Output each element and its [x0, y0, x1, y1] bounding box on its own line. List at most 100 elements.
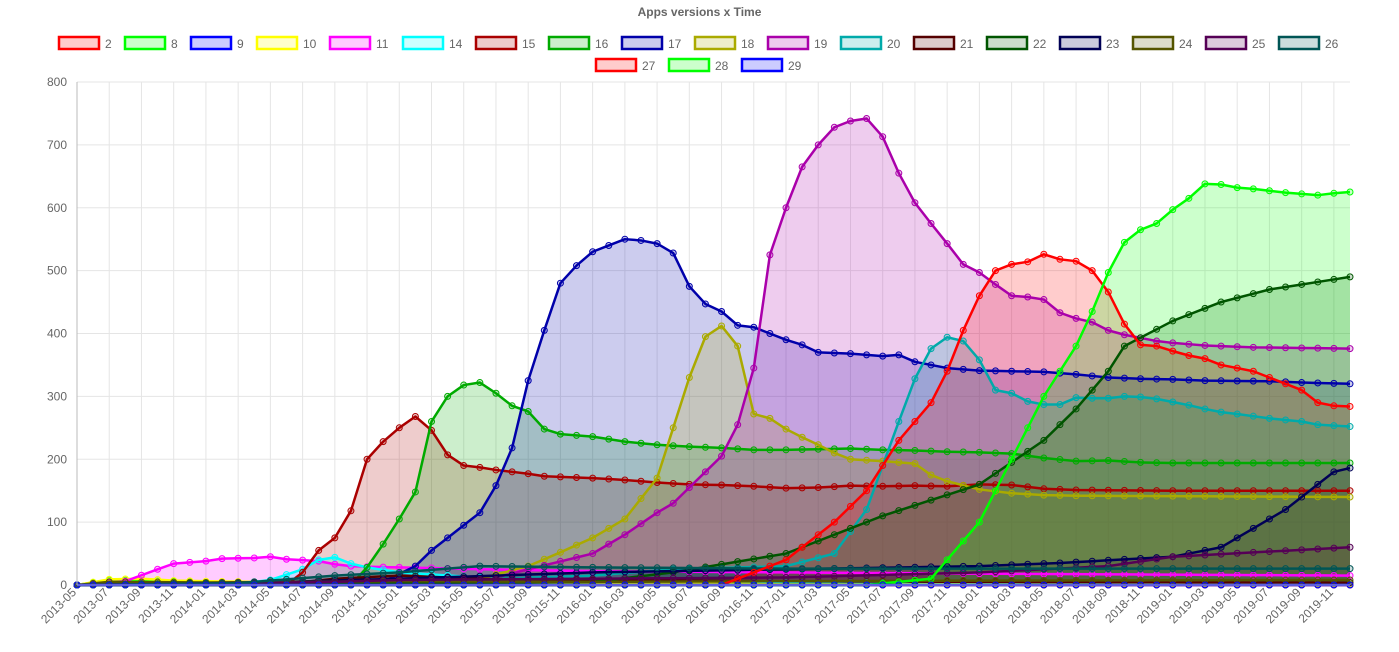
data-point[interactable] [895, 482, 903, 490]
data-point[interactable] [718, 322, 726, 330]
data-point[interactable] [782, 484, 790, 492]
data-point[interactable] [1314, 565, 1322, 573]
data-point[interactable] [1120, 331, 1128, 339]
data-point[interactable] [1169, 553, 1177, 561]
data-point[interactable] [1040, 250, 1048, 258]
data-point[interactable] [1233, 184, 1241, 192]
data-point[interactable] [460, 462, 468, 470]
data-point[interactable] [524, 563, 532, 571]
data-point[interactable] [1056, 255, 1064, 263]
data-point[interactable] [621, 564, 629, 572]
data-point[interactable] [1346, 273, 1354, 281]
data-point[interactable] [782, 425, 790, 433]
data-point[interactable] [1314, 480, 1322, 488]
data-point[interactable] [1137, 492, 1145, 500]
data-point[interactable] [975, 448, 983, 456]
data-point[interactable] [959, 326, 967, 334]
data-point[interactable] [1249, 565, 1257, 573]
data-point[interactable] [798, 565, 806, 573]
data-point[interactable] [685, 574, 693, 582]
data-point[interactable] [1120, 320, 1128, 328]
data-point[interactable] [798, 163, 806, 171]
data-point[interactable] [1137, 375, 1145, 383]
legend-item-2[interactable]: 2 [57, 35, 112, 51]
data-point[interactable] [411, 576, 419, 584]
data-point[interactable] [1298, 386, 1306, 394]
data-point[interactable] [1120, 570, 1128, 578]
data-point[interactable] [1314, 545, 1322, 553]
data-point[interactable] [1185, 376, 1193, 384]
data-point[interactable] [1233, 534, 1241, 542]
data-point[interactable] [1153, 219, 1161, 227]
data-point[interactable] [492, 466, 500, 474]
data-point[interactable] [1217, 576, 1225, 584]
data-point[interactable] [991, 367, 999, 375]
data-point[interactable] [1314, 421, 1322, 429]
data-point[interactable] [895, 351, 903, 359]
data-point[interactable] [1088, 486, 1096, 494]
data-point[interactable] [460, 381, 468, 389]
data-point[interactable] [282, 571, 290, 579]
data-point[interactable] [395, 576, 403, 584]
data-point[interactable] [943, 477, 951, 485]
data-point[interactable] [1104, 367, 1112, 375]
data-point[interactable] [540, 555, 548, 563]
data-point[interactable] [524, 470, 532, 478]
data-point[interactable] [556, 279, 564, 287]
data-point[interactable] [1233, 377, 1241, 385]
data-point[interactable] [830, 565, 838, 573]
data-point[interactable] [1040, 436, 1048, 444]
data-point[interactable] [331, 560, 339, 568]
data-point[interactable] [863, 445, 871, 453]
data-point[interactable] [798, 446, 806, 453]
data-point[interactable] [1249, 185, 1257, 193]
data-point[interactable] [911, 460, 919, 468]
data-point[interactable] [1265, 414, 1273, 422]
data-point[interactable] [863, 351, 871, 359]
data-point[interactable] [411, 567, 419, 575]
data-point[interactable] [1298, 459, 1306, 467]
data-point[interactable] [1249, 377, 1257, 385]
legend-item-26[interactable]: 26 [1277, 35, 1339, 51]
data-point[interactable] [911, 418, 919, 426]
data-point[interactable] [1265, 344, 1273, 352]
data-point[interactable] [395, 515, 403, 523]
data-point[interactable] [1233, 492, 1241, 500]
data-point[interactable] [492, 575, 500, 583]
data-point[interactable] [895, 571, 903, 579]
data-point[interactable] [814, 484, 822, 492]
data-point[interactable] [943, 333, 951, 341]
data-point[interactable] [669, 424, 677, 432]
data-point[interactable] [1282, 487, 1290, 495]
data-point[interactable] [830, 518, 838, 526]
data-point[interactable] [1314, 399, 1322, 407]
data-point[interactable] [1201, 487, 1209, 495]
data-point[interactable] [750, 574, 758, 582]
data-point[interactable] [1120, 342, 1128, 350]
data-point[interactable] [1072, 314, 1080, 322]
data-point[interactable] [605, 241, 613, 249]
data-point[interactable] [589, 575, 597, 583]
data-point[interactable] [1120, 492, 1128, 500]
data-point[interactable] [1233, 410, 1241, 418]
data-point[interactable] [637, 439, 645, 447]
data-point[interactable] [1104, 288, 1112, 296]
data-point[interactable] [766, 414, 774, 422]
data-point[interactable] [444, 534, 452, 542]
data-point[interactable] [701, 333, 709, 341]
data-point[interactable] [137, 571, 145, 579]
data-point[interactable] [573, 553, 581, 561]
data-point[interactable] [863, 456, 871, 464]
data-point[interactable] [1088, 372, 1096, 380]
data-point[interactable] [540, 326, 548, 334]
legend-item-24[interactable]: 24 [1131, 35, 1193, 51]
data-point[interactable] [1330, 565, 1338, 573]
data-point[interactable] [1201, 341, 1209, 349]
data-point[interactable] [653, 564, 661, 572]
data-point[interactable] [234, 554, 242, 562]
data-point[interactable] [975, 518, 983, 526]
data-point[interactable] [1137, 565, 1145, 573]
data-point[interactable] [1120, 392, 1128, 400]
data-point[interactable] [846, 482, 854, 490]
data-point[interactable] [879, 133, 887, 141]
